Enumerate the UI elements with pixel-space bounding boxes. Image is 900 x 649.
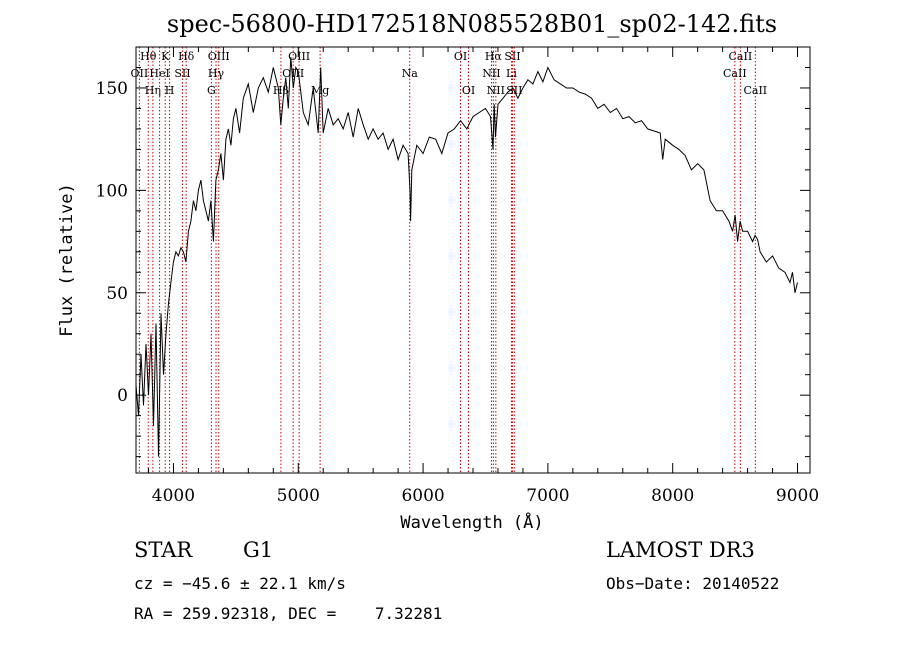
spectral-line-label: SII (174, 67, 190, 80)
spectral-line-label: SII (504, 50, 520, 63)
x-tick-label: 9000 (776, 486, 819, 506)
y-tick-label: 50 (106, 284, 128, 304)
spectral-line-label: OI (462, 84, 475, 97)
x-axis-label: Wavelength (Å) (400, 511, 543, 533)
spectral-line-label: CaII (743, 84, 767, 97)
spectral-line-label: Hγ (208, 67, 225, 80)
flux-series-line (135, 57, 798, 457)
x-tick-label: 7000 (526, 486, 569, 506)
x-tick-label: 6000 (401, 486, 444, 506)
spectral-line-label: Hθ (140, 50, 157, 63)
spectral-line-label: OIII (288, 50, 310, 63)
plot-frame (135, 46, 811, 474)
spectral-line-label: NII (487, 84, 505, 97)
spectral-line-label: CaII (729, 50, 753, 63)
x-tick-label: 8000 (651, 486, 694, 506)
spectral-line-label: CaII (723, 67, 747, 80)
object-type: STAR (134, 538, 193, 562)
y-tick-label: 0 (117, 386, 128, 406)
survey-name: LAMOST DR3 (606, 538, 755, 562)
y-tick-label: 100 (96, 181, 128, 201)
spectral-line-label: Na (402, 67, 419, 80)
spectral-line-label: OIII (208, 50, 230, 63)
axes: 4000 5000 6000 7000 8000 9000 0 50 100 150 (96, 47, 819, 506)
x-tick-label: 4000 (152, 486, 195, 506)
object-subclass: G1 (243, 538, 274, 562)
redshift-line: cz = −45.6 ± 22.1 km/s (134, 574, 346, 593)
spectral-line-label: Hη (145, 84, 161, 97)
spectral-line-label: G (207, 84, 216, 97)
coordinates-line: RA = 259.92318, DEC = 7.32281 (134, 604, 443, 623)
y-tick-label: 150 (96, 79, 128, 99)
spectral-line-label: H (165, 84, 175, 97)
observation-date: Obs−Date: 20140522 (606, 574, 780, 593)
x-tick-label: 5000 (277, 486, 320, 506)
spectral-line-label: Li (506, 67, 517, 80)
spectral-line-label: OI (454, 50, 467, 63)
chart-title: spec-56800-HD172518N085528B01_sp02-142.f… (167, 10, 777, 38)
spectral-line-label: NII (482, 67, 500, 80)
spectral-line-label: OII (131, 67, 149, 80)
spectral-line-label: Hα (485, 50, 503, 63)
spectral-line-label: K (161, 50, 170, 63)
spectral-line-label: HeI (149, 67, 169, 80)
spectral-line-label: Hδ (178, 50, 195, 63)
y-axis-label: Flux (relative) (57, 183, 77, 337)
